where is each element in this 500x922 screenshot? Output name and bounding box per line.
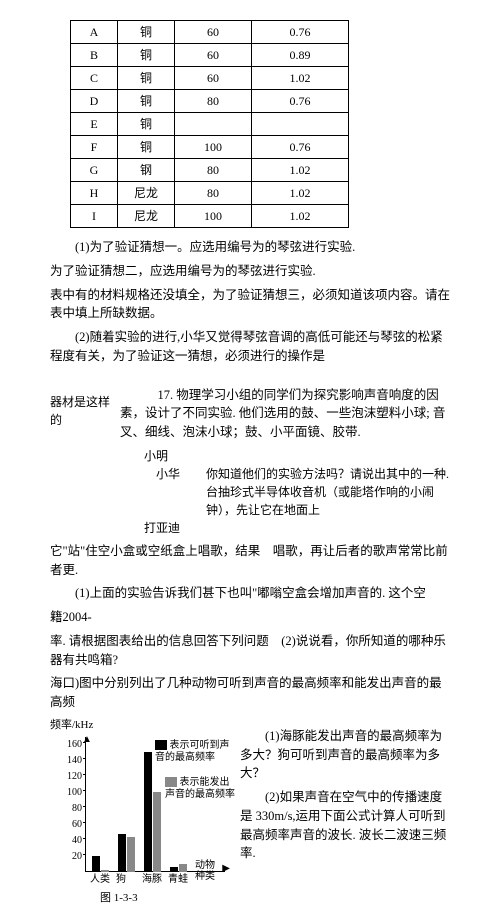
- legend-2: 表示能发出声音的最高频率: [165, 777, 235, 801]
- table-cell: H: [71, 182, 118, 205]
- table-row: H尼龙801.02: [71, 182, 349, 205]
- y-tick: 140: [67, 753, 82, 768]
- x-tick-label: 人类: [90, 872, 110, 887]
- question-2: (2)如果声音在空气中的传播速度是 330m/s,运用下面公式计算人可听到最高频…: [240, 788, 450, 863]
- x-axis-label: 动物种类: [195, 860, 215, 882]
- table-cell: 铜: [118, 136, 175, 159]
- paragraph-2: 为了验证猜想二，应选用编号为的琴弦进行实验.: [50, 262, 450, 281]
- y-tick: 120: [67, 769, 82, 784]
- y-tick: 60: [72, 817, 82, 832]
- bar-chart: 频率/kHz 16014012010080604020 ▲ ▶ 人类狗海豚青蛙 …: [50, 722, 230, 902]
- table-cell: 0.76: [252, 90, 349, 113]
- paragraph-7: 它"站"住空小盒或空纸盒上唱歌，结果 唱歌，再让后者的歌声常常比前者更.: [50, 542, 450, 580]
- paragraph-10: 率. 请根据图表给出的信息回答下列问题 (2)说说看，你所知道的哪种乐器有共鸣箱…: [50, 632, 450, 670]
- chart-caption: 图 1-3-3: [100, 890, 138, 907]
- table-cell: 0.76: [252, 136, 349, 159]
- table-row: B铜600.89: [71, 44, 349, 67]
- x-tick-label: 狗: [116, 872, 126, 887]
- bar: [92, 856, 100, 872]
- table-cell: [175, 113, 252, 136]
- table-cell: E: [71, 113, 118, 136]
- apparatus-label: 器材是这样的: [50, 381, 120, 537]
- table-cell: 铜: [118, 44, 175, 67]
- name-2: 小华: [156, 465, 206, 519]
- paragraph-9: 籍2004-: [50, 608, 450, 627]
- arrow-right: ▶: [222, 861, 230, 876]
- table-cell: 1.02: [252, 182, 349, 205]
- bar: [179, 864, 187, 872]
- legend-box-hear: [155, 740, 167, 750]
- table-row: E铜: [71, 113, 349, 136]
- table-cell: 100: [175, 205, 252, 228]
- x-tick-label: 青蛙: [168, 872, 188, 887]
- table-cell: I: [71, 205, 118, 228]
- table-cell: 100: [175, 136, 252, 159]
- table-cell: 尼龙: [118, 182, 175, 205]
- table-row: F铜1000.76: [71, 136, 349, 159]
- y-axis: [85, 737, 86, 872]
- bar: [153, 792, 161, 872]
- y-tick: 80: [72, 801, 82, 816]
- table-cell: 80: [175, 182, 252, 205]
- table-cell: 80: [175, 90, 252, 113]
- paragraph-6: 你知道他们的实验方法吗？请说出其中的一种. 台抽珍式半导体收音机（或能塔作响的小…: [206, 465, 450, 519]
- data-table: A铜600.76B铜600.89C铜601.02D铜800.76E铜F铜1000…: [70, 20, 349, 228]
- table-cell: 60: [175, 44, 252, 67]
- table-cell: C: [71, 67, 118, 90]
- y-tick: 100: [67, 785, 82, 800]
- table-cell: D: [71, 90, 118, 113]
- paragraph-1: (1)为了验证猜想一。应选用编号为的琴弦进行实验.: [50, 238, 450, 257]
- paragraph-4: (2)随着实验的进行,小华又觉得琴弦音调的高低可能还与琴弦的松紧程度有关，为了验…: [50, 328, 450, 366]
- name-1: 小明: [144, 449, 168, 463]
- table-cell: 铜: [118, 67, 175, 90]
- arrow-up: ▲: [82, 732, 92, 747]
- table-cell: 0.76: [252, 21, 349, 44]
- table-row: G钢801.02: [71, 159, 349, 182]
- table-cell: 1.02: [252, 205, 349, 228]
- legend-box-emit: [165, 777, 177, 787]
- table-row: C铜601.02: [71, 67, 349, 90]
- table-row: A铜600.76: [71, 21, 349, 44]
- paragraph-8: (1)上面的实验告诉我们甚下也叫"嘟嗡空盒会增加声音的. 这个空: [50, 584, 450, 603]
- y-tick: 40: [72, 833, 82, 848]
- y-tick: 160: [67, 737, 82, 752]
- table-row: D铜800.76: [71, 90, 349, 113]
- paragraph-11: 海口)图中分别列出了几种动物可听到声音的最高频率和能发出声音的最高频: [50, 674, 450, 712]
- table-cell: 铜: [118, 90, 175, 113]
- table-cell: 60: [175, 67, 252, 90]
- question-1: (1)海豚能发出声音的最高频率为多大？狗可听到声音的最高频率为多大？: [240, 727, 450, 783]
- bar: [118, 834, 126, 872]
- bar: [144, 752, 152, 872]
- y-tick: 20: [72, 849, 82, 864]
- table-cell: [252, 113, 349, 136]
- paragraph-3: 表中有的材料规格还没填全，为了验证猜想三，必须知道该项内容。请在表中填上所缺数据…: [50, 286, 450, 324]
- table-cell: 1.02: [252, 159, 349, 182]
- table-cell: F: [71, 136, 118, 159]
- table-cell: 0.89: [252, 44, 349, 67]
- x-tick-label: 海豚: [142, 872, 162, 887]
- paragraph-5: 17. 物理学习小组的同学们为探究影响声音响度的因素，设计了不同实验. 他们选用…: [120, 386, 450, 442]
- table-cell: 铜: [118, 113, 175, 136]
- bar: [127, 837, 135, 872]
- table-cell: 尼龙: [118, 205, 175, 228]
- name-3: 打亚迪: [144, 521, 180, 535]
- table-cell: A: [71, 21, 118, 44]
- table-cell: B: [71, 44, 118, 67]
- table-cell: 钢: [118, 159, 175, 182]
- table-cell: 1.02: [252, 67, 349, 90]
- legend-1: 表示可听到声音的最高频率: [155, 740, 230, 764]
- table-cell: G: [71, 159, 118, 182]
- table-row: I尼龙1001.02: [71, 205, 349, 228]
- table-cell: 60: [175, 21, 252, 44]
- table-cell: 铜: [118, 21, 175, 44]
- table-cell: 80: [175, 159, 252, 182]
